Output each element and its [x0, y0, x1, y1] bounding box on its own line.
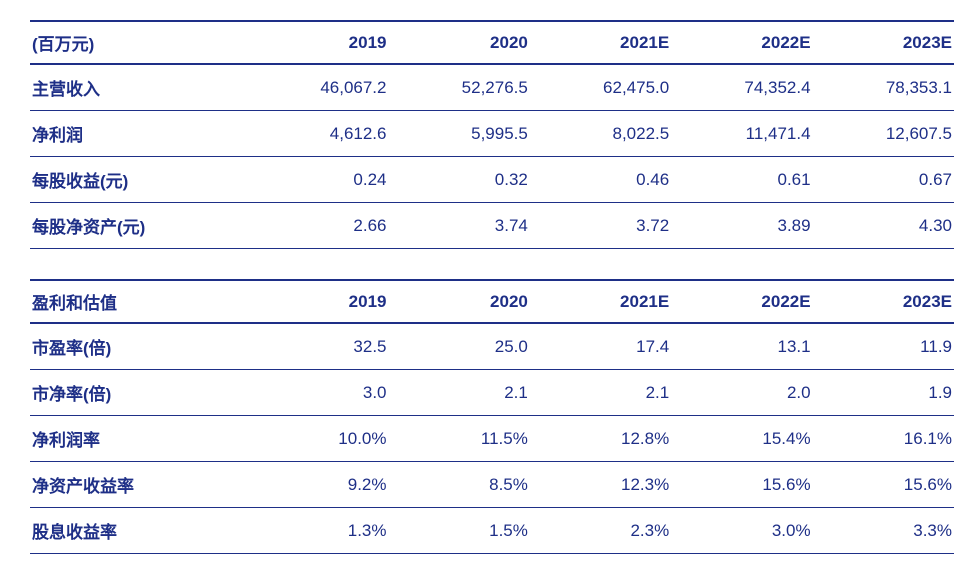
cell-value: 12.8% — [529, 415, 672, 462]
cell-value: 9.2% — [247, 461, 389, 508]
column-header-2022e: 2022E — [671, 279, 813, 324]
column-header-2022e: 2022E — [671, 20, 813, 65]
row-label: ROIC — [30, 553, 248, 566]
table-row-pb: 市净率(倍) 3.0 2.1 2.1 2.0 1.9 — [30, 369, 954, 416]
table-row-revenue: 主营收入 46,067.2 52,276.5 62,475.0 74,352.4… — [30, 64, 954, 111]
financials-table: (百万元) 2019 2020 2021E 2022E 2023E 主营收入 4… — [30, 20, 954, 249]
column-header-2019: 2019 — [247, 20, 389, 65]
cell-value: 8,022.5 — [529, 110, 672, 157]
table-row-roic: ROIC 5.2% 5.8% 6.6% 7.6% 7.5% — [30, 553, 954, 566]
cell-value: 4,612.6 — [247, 110, 389, 157]
cell-value: 46,067.2 — [247, 64, 389, 111]
table-row-eps: 每股收益(元) 0.24 0.32 0.46 0.61 0.67 — [30, 156, 954, 203]
cell-value: 16.1% — [812, 415, 954, 462]
cell-value: 2.66 — [247, 202, 389, 249]
cell-value: 5.8% — [388, 553, 530, 566]
cell-value: 11.5% — [388, 415, 530, 462]
row-label: 净利润 — [30, 110, 248, 157]
cell-value: 3.72 — [529, 202, 672, 249]
cell-value: 1.9 — [812, 369, 954, 416]
cell-value: 2.0 — [671, 369, 813, 416]
cell-value: 17.4 — [529, 323, 672, 370]
cell-value: 3.74 — [388, 202, 530, 249]
cell-value: 7.5% — [812, 553, 954, 566]
row-label: 每股净资产(元) — [30, 202, 248, 249]
cell-value: 11.9 — [812, 323, 954, 370]
financials-header-row: (百万元) 2019 2020 2021E 2022E 2023E — [30, 20, 954, 65]
cell-value: 0.46 — [529, 156, 672, 203]
table-row-bvps: 每股净资产(元) 2.66 3.74 3.72 3.89 4.30 — [30, 202, 954, 249]
cell-value: 0.32 — [388, 156, 530, 203]
table-gap — [30, 249, 954, 279]
row-label: 净资产收益率 — [30, 461, 248, 508]
cell-value: 0.24 — [247, 156, 389, 203]
row-label: 主营收入 — [30, 64, 248, 111]
cell-value: 32.5 — [247, 323, 389, 370]
column-header-unit: (百万元) — [30, 20, 248, 65]
cell-value: 15.6% — [671, 461, 813, 508]
row-label: 市净率(倍) — [30, 369, 248, 416]
cell-value: 7.6% — [671, 553, 813, 566]
cell-value: 11,471.4 — [671, 110, 813, 157]
cell-value: 1.5% — [388, 507, 530, 554]
valuation-header-row: 盈利和估值 2019 2020 2021E 2022E 2023E — [30, 279, 954, 324]
cell-value: 1.3% — [247, 507, 389, 554]
cell-value: 2.3% — [529, 507, 672, 554]
column-header-2023e: 2023E — [812, 20, 954, 65]
cell-value: 12.3% — [529, 461, 672, 508]
cell-value: 3.0 — [247, 369, 389, 416]
cell-value: 4.30 — [812, 202, 954, 249]
column-header-2019: 2019 — [247, 279, 389, 324]
column-header-2020: 2020 — [388, 20, 530, 65]
column-header-2023e: 2023E — [812, 279, 954, 324]
cell-value: 2.1 — [388, 369, 530, 416]
row-label: 市盈率(倍) — [30, 323, 248, 370]
table-row-roe: 净资产收益率 9.2% 8.5% 12.3% 15.6% 15.6% — [30, 461, 954, 508]
cell-value: 3.0% — [671, 507, 813, 554]
cell-value: 74,352.4 — [671, 64, 813, 111]
row-label: 股息收益率 — [30, 507, 248, 554]
table-row-pe: 市盈率(倍) 32.5 25.0 17.4 13.1 11.9 — [30, 323, 954, 370]
valuation-table: 盈利和估值 2019 2020 2021E 2022E 2023E 市盈率(倍)… — [30, 279, 954, 566]
row-label: 每股收益(元) — [30, 156, 248, 203]
cell-value: 6.6% — [529, 553, 672, 566]
cell-value: 8.5% — [388, 461, 530, 508]
cell-value: 2.1 — [529, 369, 672, 416]
table-row-dividend-yield: 股息收益率 1.3% 1.5% 2.3% 3.0% 3.3% — [30, 507, 954, 554]
cell-value: 5,995.5 — [388, 110, 530, 157]
cell-value: 25.0 — [388, 323, 530, 370]
table-row-net-margin: 净利润率 10.0% 11.5% 12.8% 15.4% 16.1% — [30, 415, 954, 462]
cell-value: 15.4% — [671, 415, 813, 462]
cell-value: 0.67 — [812, 156, 954, 203]
cell-value: 52,276.5 — [388, 64, 530, 111]
cell-value: 13.1 — [671, 323, 813, 370]
column-header-2020: 2020 — [388, 279, 530, 324]
cell-value: 78,353.1 — [812, 64, 954, 111]
row-label: 净利润率 — [30, 415, 248, 462]
cell-value: 12,607.5 — [812, 110, 954, 157]
cell-value: 3.3% — [812, 507, 954, 554]
column-header-valuation: 盈利和估值 — [30, 279, 248, 324]
cell-value: 5.2% — [247, 553, 389, 566]
table-row-net-profit: 净利润 4,612.6 5,995.5 8,022.5 11,471.4 12,… — [30, 110, 954, 157]
column-header-2021e: 2021E — [529, 20, 672, 65]
cell-value: 0.61 — [671, 156, 813, 203]
cell-value: 3.89 — [671, 202, 813, 249]
cell-value: 10.0% — [247, 415, 389, 462]
cell-value: 15.6% — [812, 461, 954, 508]
column-header-2021e: 2021E — [529, 279, 672, 324]
cell-value: 62,475.0 — [529, 64, 672, 111]
